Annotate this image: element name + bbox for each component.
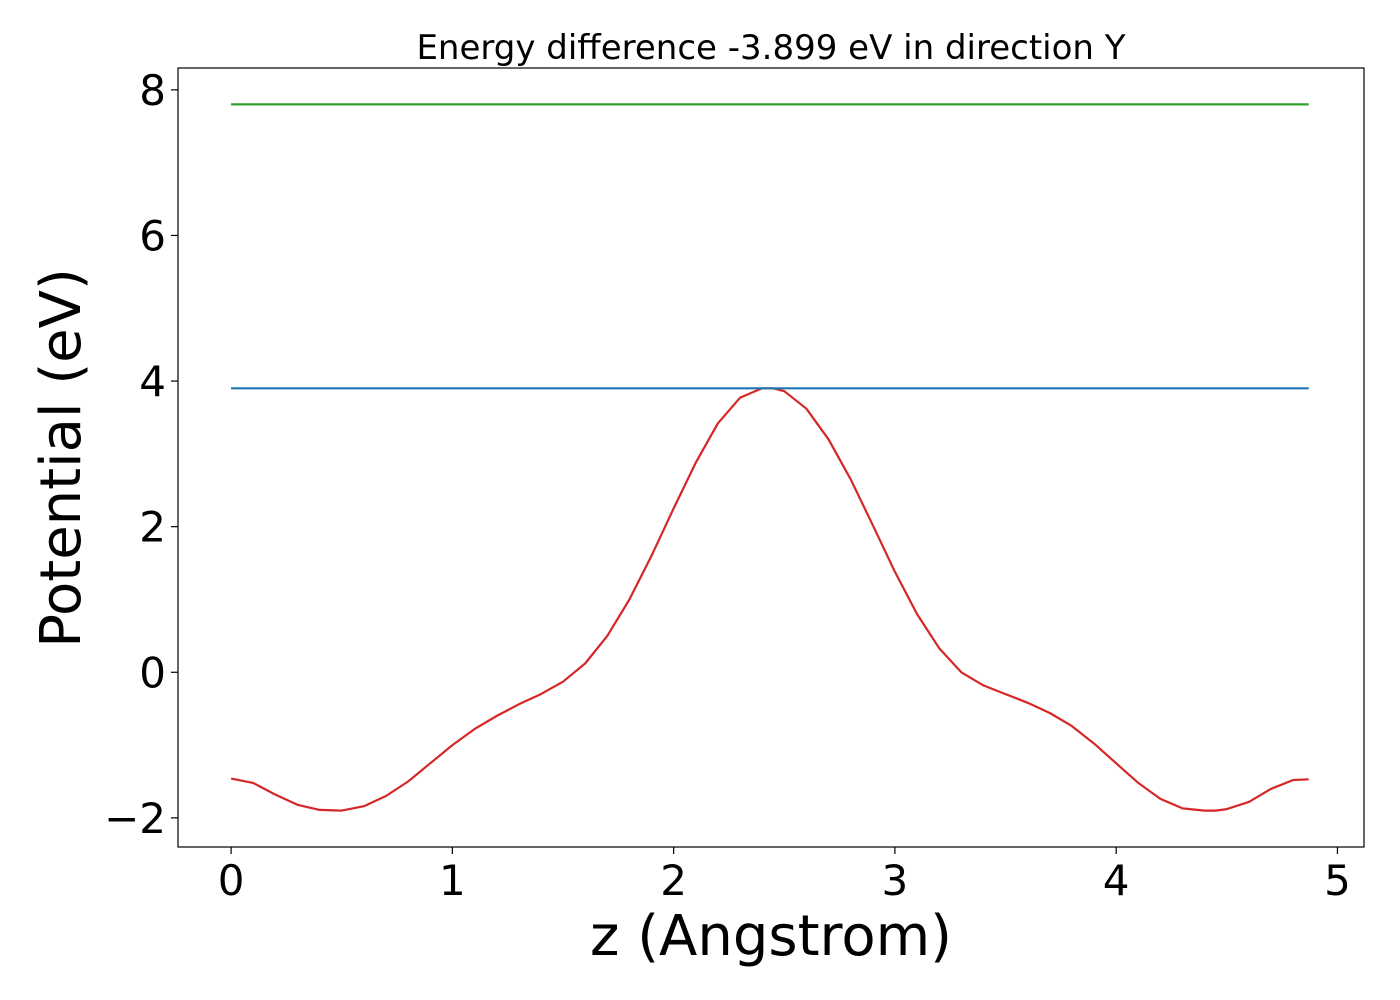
- y-axis-label: Potential (eV): [29, 268, 94, 648]
- x-tick-label: 4: [1103, 856, 1130, 905]
- y-tick-label: 2: [139, 503, 166, 552]
- x-tick-label: 2: [660, 856, 687, 905]
- y-tick-label: 6: [139, 211, 166, 260]
- x-axis-label: z (Angstrom): [590, 904, 952, 969]
- y-tick-label: 4: [139, 357, 166, 406]
- series-layer: [230, 103, 1309, 812]
- x-tick-label: 0: [218, 856, 245, 905]
- y-axis-ticks: −2 0 2 4 6 8: [104, 66, 178, 843]
- x-tick-label: 3: [882, 856, 909, 905]
- y-tick-label: −2: [104, 794, 166, 843]
- series-line-0: [230, 387, 1309, 812]
- plot-frame: [177, 67, 1365, 848]
- chart-title: Energy difference -3.899 eV in direction…: [416, 28, 1125, 68]
- x-axis-ticks: 0 1 2 3 4 5: [218, 847, 1351, 905]
- y-tick-label: 0: [139, 648, 166, 697]
- x-tick-label: 1: [439, 856, 466, 905]
- x-tick-label: 5: [1324, 856, 1351, 905]
- y-tick-label: 8: [139, 66, 166, 115]
